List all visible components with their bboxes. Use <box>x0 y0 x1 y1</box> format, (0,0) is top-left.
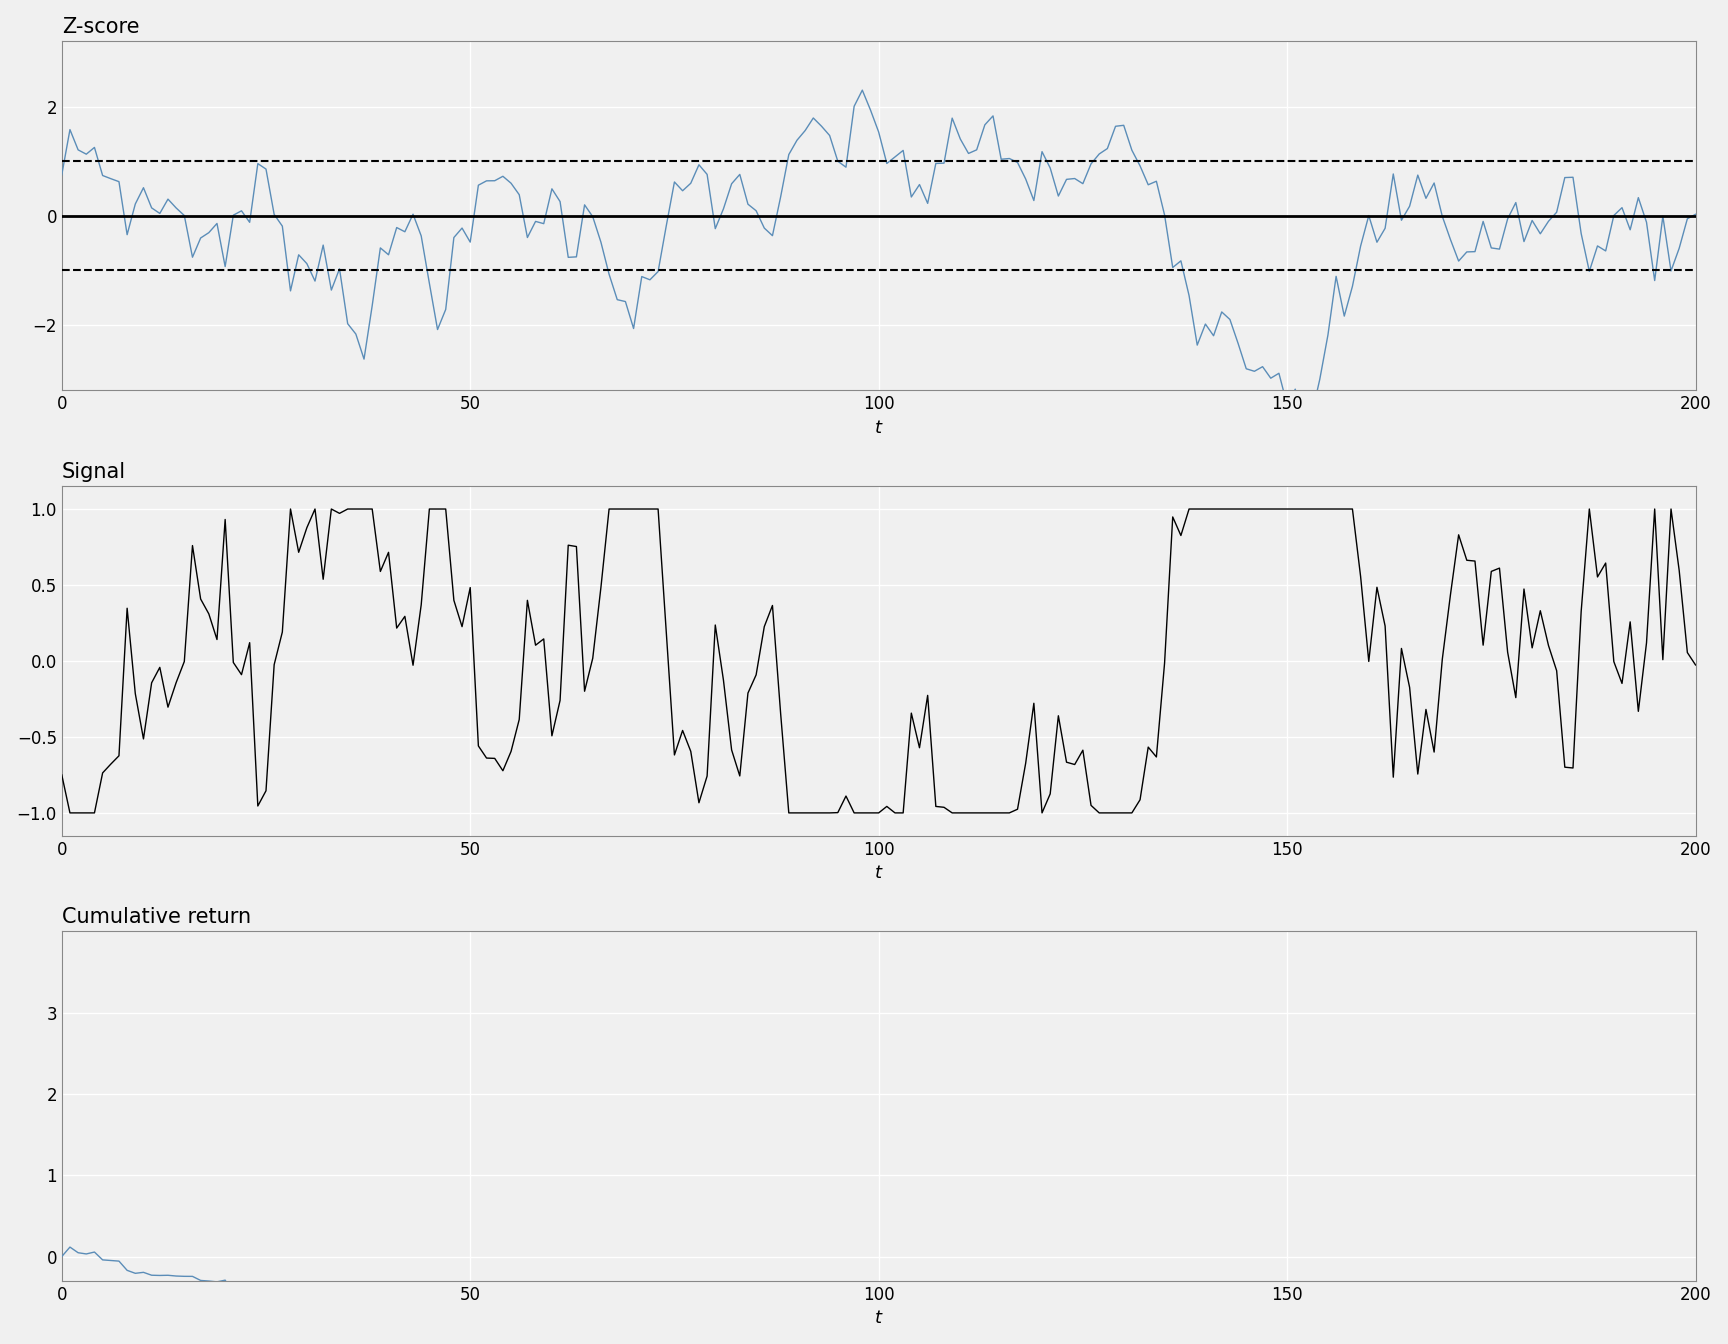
X-axis label: t: t <box>874 1309 883 1328</box>
Text: Signal: Signal <box>62 462 126 482</box>
X-axis label: t: t <box>874 864 883 882</box>
Text: Z-score: Z-score <box>62 16 140 36</box>
X-axis label: t: t <box>874 419 883 437</box>
Text: Cumulative return: Cumulative return <box>62 907 251 927</box>
